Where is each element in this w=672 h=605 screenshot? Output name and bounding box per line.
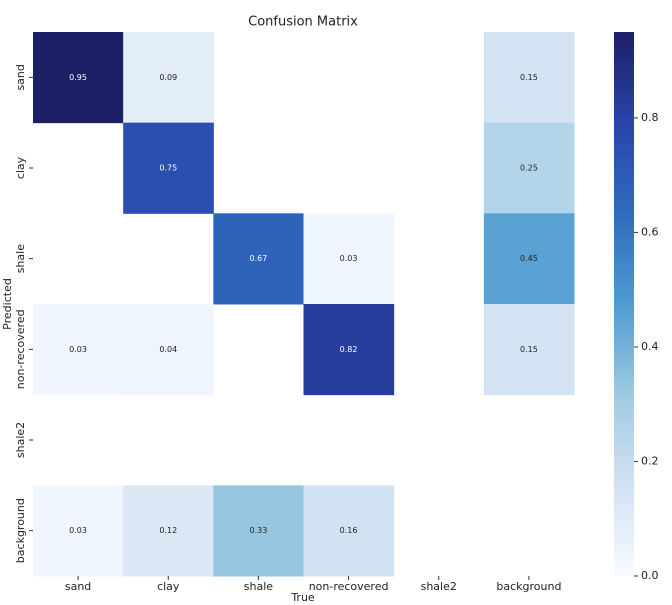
x-tick-label: clay — [157, 580, 180, 593]
heatmap-cell — [123, 304, 214, 396]
y-tick-label: background — [14, 498, 27, 563]
y-tick-label: non-recovered — [14, 309, 27, 389]
y-tick-label: shale2 — [14, 422, 27, 458]
cell-label: 0.82 — [340, 345, 358, 354]
heatmap-cell — [123, 122, 214, 214]
x-tick-label: shale2 — [421, 580, 457, 593]
heatmap-cell — [483, 304, 575, 396]
y-tick-label: clay — [14, 156, 27, 179]
heatmap-cell — [483, 213, 575, 305]
colorbar-tick-label: 0.0 — [641, 569, 659, 582]
heatmap-cell — [303, 485, 395, 577]
cell-label: 0.33 — [250, 526, 268, 535]
cell-label: 0.03 — [69, 526, 87, 535]
cell-label: 0.15 — [520, 73, 538, 82]
cell-label: 0.67 — [250, 254, 268, 263]
colorbar — [614, 32, 634, 576]
cell-label: 0.45 — [520, 254, 538, 263]
chart-title: Confusion Matrix — [248, 15, 358, 30]
x-tick-label: background — [496, 580, 561, 593]
cell-label: 0.12 — [159, 526, 177, 535]
heatmap-cell — [483, 122, 575, 214]
cell-label: 0.75 — [159, 164, 177, 173]
y-axis-label: Predicted — [1, 278, 14, 330]
heatmap-cell — [483, 32, 575, 124]
heatmap-cell — [123, 32, 214, 124]
cell-label: 0.16 — [340, 526, 358, 535]
cell-label: 0.25 — [520, 164, 538, 173]
cell-label: 0.03 — [340, 254, 358, 263]
heatmap-cell — [123, 485, 214, 577]
y-tick-label: shale — [14, 244, 27, 273]
heatmap-cell — [303, 213, 395, 305]
colorbar-tick-label: 0.6 — [641, 225, 659, 238]
colorbar-tick-label: 0.2 — [641, 454, 659, 467]
cell-label: 0.03 — [69, 345, 87, 354]
x-tick-label: shale — [244, 580, 273, 593]
cell-label: 0.04 — [159, 345, 177, 354]
heatmap-cell — [213, 213, 304, 305]
heatmap-cell — [33, 485, 124, 577]
heatmap-cell — [303, 304, 395, 396]
heatmap-cell — [33, 304, 124, 396]
cell-label: 0.95 — [69, 73, 87, 82]
cell-label: 0.15 — [520, 345, 538, 354]
colorbar-tick-label: 0.8 — [641, 111, 659, 124]
heatmap-cell — [33, 32, 124, 124]
cell-label: 0.09 — [159, 73, 177, 82]
x-tick-label: sand — [65, 580, 91, 593]
y-tick-label: sand — [14, 64, 27, 90]
heatmap-cell — [213, 485, 304, 577]
colorbar-tick-label: 0.4 — [641, 340, 659, 353]
x-tick-label: non-recovered — [309, 580, 389, 593]
